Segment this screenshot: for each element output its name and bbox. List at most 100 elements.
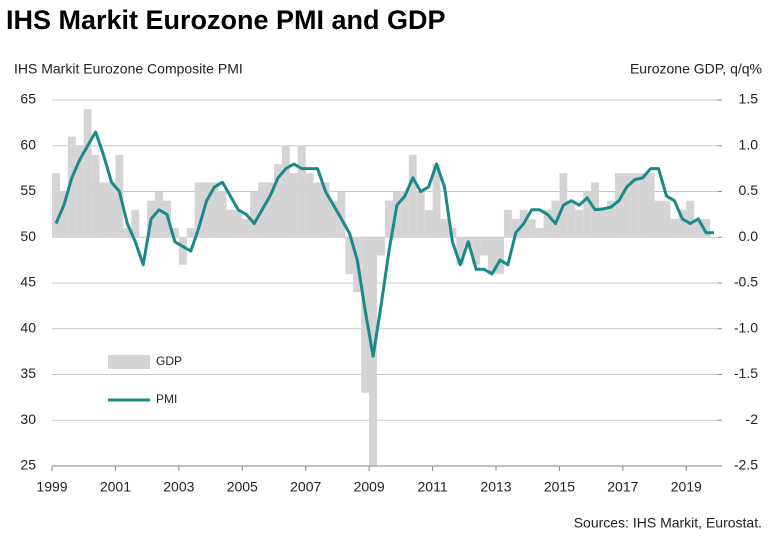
bar [313,182,322,238]
x-tick-label: 2019 [671,479,702,495]
bar [440,218,449,238]
y-tick-label: 40 [20,319,36,335]
bar [289,173,298,238]
bar [266,182,274,238]
bar [250,191,259,238]
bar [337,191,346,238]
bar [424,209,433,238]
bar [670,218,679,238]
bar [646,173,655,238]
bar [488,237,496,274]
bar [123,228,132,238]
bar [107,182,116,238]
bar [607,200,615,238]
lines [54,130,714,358]
x-tick-label: 2015 [544,479,575,495]
bar [131,209,140,238]
bar [654,200,663,238]
pmi-line [54,130,714,358]
y2-tick-label: -0.5 [734,274,758,290]
bar [662,200,671,238]
bar [186,228,195,238]
bar [527,218,536,238]
bar [226,209,235,238]
bar [170,228,179,238]
bar [472,237,481,265]
bar [52,173,60,238]
bar [702,218,711,238]
chart-title: IHS Markit Eurozone PMI and GDP [6,5,446,35]
bar [218,191,227,238]
legend: GDP PMI [108,354,182,406]
axes: 25 30 35 40 45 50 55 60 65 -2.5 -2 -1.5 -1.0 -0.5 0.0 0… [20,91,758,495]
y2-tick-label: -1.0 [734,319,758,335]
bar [281,145,290,238]
bar [321,182,330,238]
bar [503,209,512,238]
bar [377,237,385,256]
bar [511,218,520,238]
bar [202,182,211,238]
x-tick-label: 2005 [227,479,258,495]
bar [583,191,592,238]
bar [543,209,552,238]
y-axis-label: IHS Markit Eurozone Composite PMI [14,61,243,77]
bar [91,154,100,238]
bar [83,109,92,238]
y2-tick-label: 1.0 [739,136,759,152]
bar [274,164,282,238]
legend-label: GDP [156,354,182,368]
legend-swatch [108,355,150,369]
bar [385,200,393,238]
bar [694,218,703,238]
y-tick-label: 25 [20,457,36,473]
bar [400,191,409,238]
x-tick-label: 2011 [418,479,448,495]
y2-tick-label: 0.0 [739,228,759,244]
y-tick-label: 65 [20,91,36,107]
y-tick-label: 30 [20,411,36,427]
bar [567,200,576,238]
bar [210,182,219,238]
bar [155,191,163,238]
y2-axis-label: Eurozone GDP, q/q% [630,61,762,77]
x-tick-label: 2017 [607,479,638,495]
y2-tick-label: 0.5 [739,182,759,198]
y-tick-label: 35 [20,365,36,381]
bar [686,200,695,238]
y2-tick-label: -2 [746,411,759,427]
bar [67,136,76,238]
bar [638,173,647,238]
x-tick-label: 2001 [100,479,131,495]
bar [75,145,84,238]
bar [392,191,401,238]
bar [345,237,354,274]
bar [678,209,687,238]
y2-tick-label: -1.5 [734,365,758,381]
bar [535,228,544,238]
x-tick-label: 2013 [480,479,511,495]
bar [496,237,504,274]
y-tick-label: 55 [20,182,36,198]
bar [432,164,441,238]
bar [194,182,203,238]
bar [614,173,623,238]
x-tick-label: 2009 [354,479,385,495]
bar [178,237,187,265]
bar [575,209,584,238]
bar [456,237,465,265]
y2-tick-label: -2.5 [734,457,758,473]
bar [599,209,607,238]
bar [234,209,243,238]
y2-tick-label: 1.5 [739,91,759,107]
y-tick-label: 60 [20,136,36,152]
x-tick-label: 2003 [163,479,194,495]
bar [622,173,631,238]
bar [416,191,425,238]
bar [551,200,560,238]
bar [297,145,306,238]
bar [480,237,489,256]
bar [329,200,338,238]
y-tick-label: 45 [20,274,36,290]
